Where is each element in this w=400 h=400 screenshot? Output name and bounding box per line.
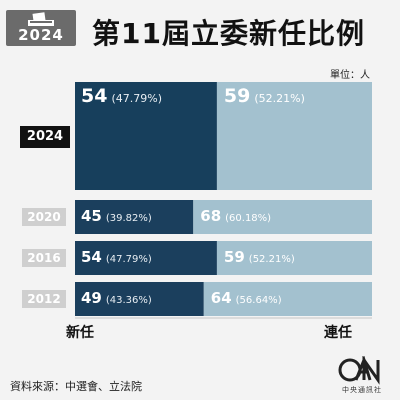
bar-reelected-2020: [193, 200, 372, 234]
page-title: 第11屆立委新任比例: [92, 17, 365, 50]
category-label-2012: 2012: [22, 290, 66, 308]
bar-label-new-2024: 54 (47.79%): [81, 85, 162, 107]
source-note: 資料來源：中選會、立法院: [10, 380, 142, 393]
category-label-2024: 2024: [20, 126, 70, 148]
unit-label: 單位：人: [330, 70, 370, 81]
ballot-box-icon: [28, 12, 54, 26]
bar-label-reelected-2016: 59 (52.21%): [224, 248, 295, 266]
cna-logo: [338, 356, 380, 385]
bar-new-2024: [75, 82, 217, 190]
bar-label-new-2012: 49 (43.36%): [81, 289, 152, 307]
bar-new-2016: [75, 241, 217, 275]
bar-new-2020: [75, 200, 194, 234]
year-badge: 2024: [6, 10, 76, 46]
bar-label-new-2020: 45 (39.82%): [81, 207, 152, 225]
bar-label-reelected-2024: 59 (52.21%): [224, 85, 305, 107]
bar-label-new-2016: 54 (47.79%): [81, 248, 152, 266]
legend-reelected: 連任: [324, 325, 352, 341]
bar-reelected-2012: [203, 282, 372, 316]
badge-year: 2024: [18, 26, 64, 44]
bar-new-2012: [75, 282, 204, 316]
legend-new: 新任: [66, 325, 94, 341]
bar-label-reelected-2012: 64 (56.64%): [211, 289, 282, 307]
logo-caption: 中央通訊社: [342, 386, 382, 394]
category-label-2016: 2016: [22, 249, 66, 267]
bar-reelected-2016: [216, 241, 372, 275]
bar-label-reelected-2020: 68 (60.18%): [200, 207, 271, 225]
bar-reelected-2024: [216, 82, 372, 190]
category-label-2020: 2020: [22, 208, 66, 226]
